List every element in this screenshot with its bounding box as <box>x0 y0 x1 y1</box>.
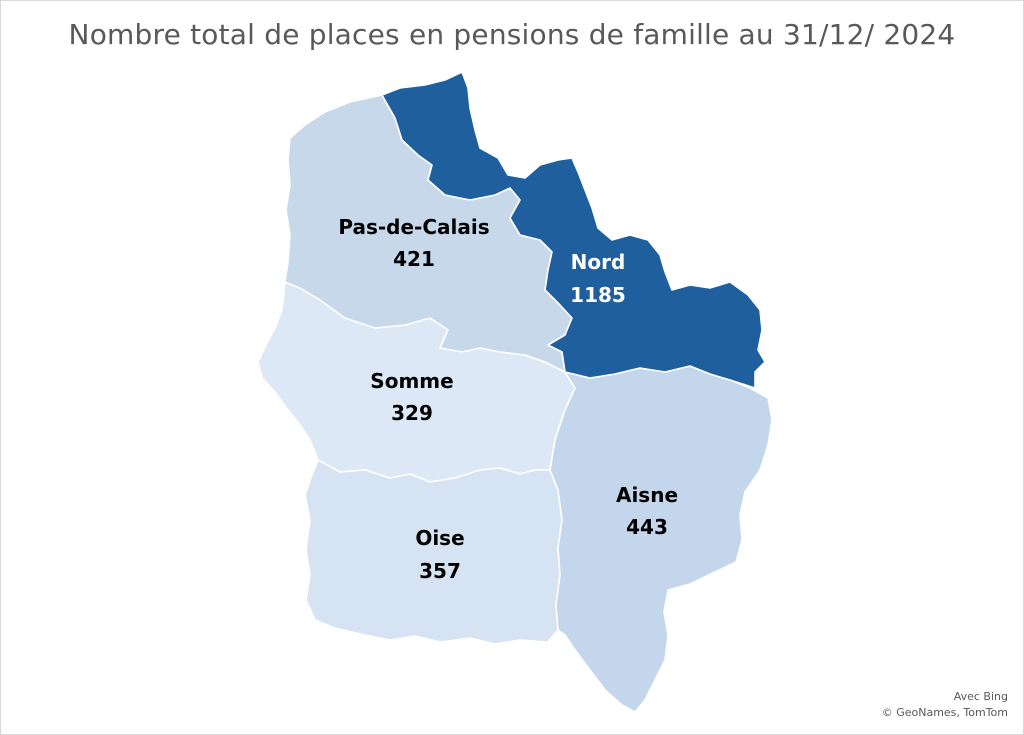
label-nord-name: Nord <box>571 250 626 274</box>
label-somme-name: Somme <box>370 369 453 393</box>
label-nord-value: 1185 <box>570 283 626 307</box>
map-title: Nombre total de places en pensions de fa… <box>68 18 956 51</box>
label-pas-de-calais-value: 421 <box>393 247 435 271</box>
label-oise-value: 357 <box>419 559 461 583</box>
region-oise[interactable] <box>304 459 563 645</box>
attribution-line-1: Avec Bing <box>953 690 1008 703</box>
region-nord[interactable] <box>381 71 766 389</box>
label-aisne-value: 443 <box>626 515 668 539</box>
label-pas-de-calais-name: Pas-de-Calais <box>338 215 489 239</box>
label-somme-value: 329 <box>391 401 433 425</box>
label-oise-name: Oise <box>415 526 464 550</box>
attribution-line-2: © GeoNames, TomTom <box>881 706 1008 719</box>
map-attribution: Avec Bing © GeoNames, TomTom <box>882 689 1008 721</box>
label-aisne-name: Aisne <box>616 483 678 507</box>
region-aisne[interactable] <box>549 365 773 713</box>
